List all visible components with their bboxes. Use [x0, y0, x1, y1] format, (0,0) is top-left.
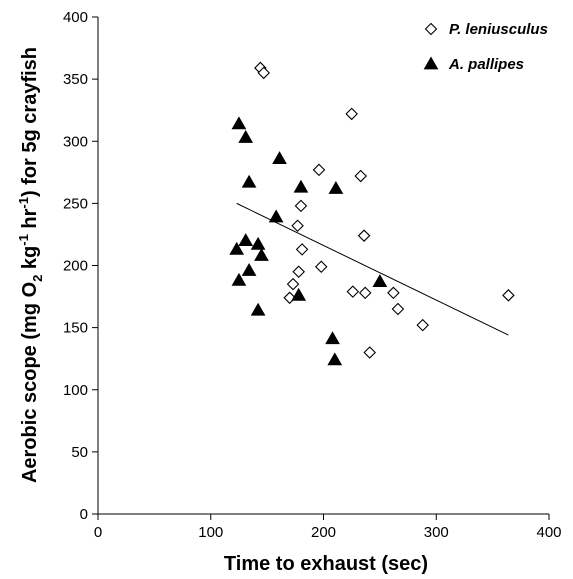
y-tick-label: 100	[63, 382, 88, 399]
point-p-leniusculus	[357, 229, 371, 242]
point-a-pallipes	[268, 209, 284, 223]
point-a-pallipes	[325, 331, 340, 345]
point-p-leniusculus	[312, 163, 326, 177]
point-p-leniusculus	[292, 265, 305, 278]
point-a-pallipes	[238, 233, 254, 247]
point-a-pallipes	[291, 287, 307, 301]
x-tick-label: 400	[536, 524, 561, 541]
point-a-pallipes	[250, 302, 266, 316]
legend-label-a-pallipes: A. pallipes	[448, 56, 524, 73]
point-a-pallipes	[238, 130, 254, 143]
point-p-leniusculus	[286, 277, 300, 291]
legend-marker-p-leniusculus	[424, 22, 438, 36]
point-p-leniusculus	[358, 286, 372, 300]
point-a-pallipes	[229, 241, 245, 255]
legend-label-p-leniusculus: P. leniusculus	[449, 21, 548, 38]
point-p-leniusculus	[291, 219, 304, 233]
x-axis-title: Time to exhaust (sec)	[224, 553, 428, 575]
axes: 0 100 200 300 400 0 50 100 150 200 250 300 350 400	[63, 9, 562, 541]
point-p-leniusculus	[502, 289, 515, 302]
y-tick-label: 250	[63, 195, 88, 212]
point-p-leniusculus	[257, 66, 271, 80]
y-tick-label: 150	[63, 320, 88, 337]
point-a-pallipes	[250, 236, 266, 250]
point-a-pallipes	[254, 248, 269, 261]
point-p-leniusculus	[295, 243, 309, 256]
point-a-pallipes	[272, 151, 287, 165]
legend-diamond-symbol	[424, 22, 438, 36]
point-p-leniusculus	[416, 318, 429, 332]
point-p-leniusculus	[354, 169, 367, 183]
point-p-leniusculus	[345, 107, 358, 121]
y-tick-label: 300	[63, 133, 88, 150]
point-a-pallipes	[328, 180, 344, 194]
point-p-leniusculus	[363, 346, 377, 359]
data-points	[229, 61, 515, 366]
x-tick-label: 0	[94, 524, 102, 541]
x-tick-label: 300	[424, 524, 449, 541]
legend-triangle-symbol	[423, 56, 439, 70]
point-a-pallipes	[241, 174, 257, 188]
legend: P. leniusculus A. pallipes	[423, 21, 548, 73]
y-axis-title: Aerobic scope (mg O2 kg-1 hr-1) for 5g c…	[16, 47, 45, 483]
point-p-leniusculus	[391, 302, 405, 316]
point-a-pallipes	[327, 352, 343, 366]
point-a-pallipes	[241, 262, 257, 276]
trendline	[236, 202, 509, 336]
point-a-pallipes	[372, 274, 388, 288]
trendline-group	[236, 202, 509, 336]
y-tick-label: 400	[63, 9, 88, 26]
point-a-pallipes	[231, 116, 247, 130]
point-a-pallipes	[293, 179, 309, 193]
x-tick-label: 200	[311, 524, 336, 541]
y-tick-label: 350	[63, 71, 88, 88]
y-tick-label: 50	[71, 444, 88, 461]
legend-marker-a-pallipes	[423, 56, 439, 70]
point-p-leniusculus	[346, 285, 360, 298]
point-p-leniusculus	[387, 286, 400, 300]
x-tick-label: 100	[198, 524, 223, 541]
point-p-leniusculus	[314, 260, 328, 274]
point-p-leniusculus	[294, 199, 308, 213]
point-a-pallipes	[231, 272, 247, 286]
y-tick-label: 200	[63, 258, 88, 275]
y-tick-label: 0	[80, 506, 88, 523]
